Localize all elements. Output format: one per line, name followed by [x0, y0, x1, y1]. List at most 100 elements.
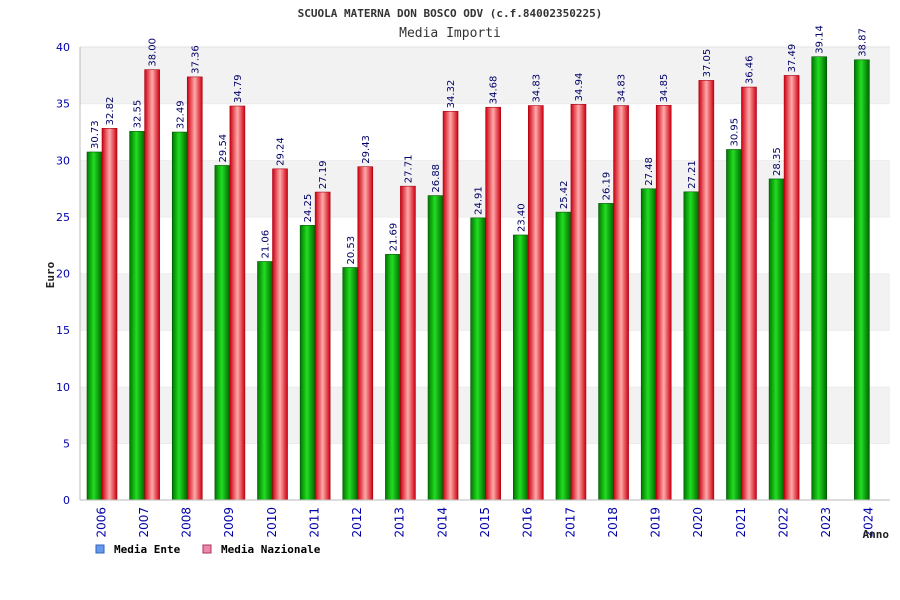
bar-media-ente-2011 — [299, 225, 316, 501]
data-label-media-nazionale-2019: 34.85 — [659, 74, 670, 103]
data-label-media-nazionale-2009: 34.79 — [233, 74, 244, 103]
data-label-media-ente-2013: 21.69 — [388, 223, 399, 252]
bar-media-ente-2008 — [171, 131, 188, 501]
bar-media-nazionale-2011 — [314, 191, 331, 501]
legend: Media Ente Media Nazionale — [95, 543, 321, 556]
y-axis-label: Euro — [44, 261, 57, 288]
bar-media-nazionale-2020 — [698, 80, 715, 501]
data-label-media-ente-2023: 39.14 — [815, 25, 826, 54]
legend-swatch-media-nazionale — [202, 544, 212, 554]
data-label-media-nazionale-2021: 36.46 — [744, 55, 755, 84]
data-label-media-nazionale-2014: 34.32 — [446, 80, 457, 109]
data-label-media-ente-2016: 23.40 — [516, 203, 527, 232]
x-tick-label-2021: 2021 — [734, 507, 748, 538]
data-label-media-nazionale-2018: 34.83 — [617, 74, 628, 103]
bar-media-ente-2007 — [129, 131, 145, 501]
bar-media-nazionale-2009 — [229, 105, 246, 501]
data-label-media-ente-2024: 38.87 — [857, 28, 868, 57]
x-tick-label-2006: 2006 — [94, 507, 108, 538]
data-label-media-nazionale-2016: 34.83 — [531, 74, 542, 103]
data-label-media-ente-2017: 25.42 — [559, 180, 570, 209]
bar-media-nazionale-2014 — [442, 111, 459, 501]
data-label-media-nazionale-2006: 32.82 — [105, 97, 116, 126]
legend-swatch-media-ente — [95, 544, 105, 554]
bar-media-ente-2024 — [854, 59, 870, 501]
data-label-media-ente-2011: 24.25 — [303, 194, 314, 223]
y-tick-label: 10 — [56, 381, 70, 394]
x-tick-label-2019: 2019 — [649, 507, 663, 538]
data-label-media-ente-2020: 27.21 — [687, 160, 698, 189]
data-label-media-nazionale-2010: 29.24 — [276, 137, 287, 166]
bar-media-nazionale-2016 — [528, 105, 544, 501]
x-tick-label-2008: 2008 — [180, 507, 194, 538]
data-label-media-ente-2019: 27.48 — [644, 157, 655, 186]
data-label-media-ente-2022: 28.35 — [772, 147, 783, 176]
bar-media-ente-2015 — [470, 217, 486, 501]
y-axis-ticks: 0 5 10 15 20 25 30 35 40 — [56, 41, 70, 507]
bar-media-nazionale-2006 — [101, 128, 118, 501]
legend-label-media-nazionale: Media Nazionale — [221, 543, 321, 556]
bar-media-nazionale-2017 — [570, 104, 587, 501]
bar-media-nazionale-2019 — [655, 105, 672, 501]
x-tick-label-2012: 2012 — [350, 507, 364, 538]
bar-media-nazionale-2008 — [186, 76, 203, 501]
y-tick-label: 0 — [63, 494, 70, 507]
bar-media-nazionale-2022 — [783, 75, 800, 501]
bar-media-nazionale-2018 — [613, 105, 629, 501]
y-tick-label: 30 — [56, 154, 70, 167]
data-label-media-ente-2012: 20.53 — [346, 236, 357, 265]
data-label-media-ente-2014: 26.88 — [431, 164, 442, 193]
data-label-media-nazionale-2011: 27.19 — [318, 160, 329, 189]
x-tick-label-2013: 2013 — [393, 507, 407, 538]
legend-label-media-ente: Media Ente — [114, 543, 181, 556]
bar-media-ente-2016 — [513, 234, 529, 501]
chart-subtitle: Media Importi — [399, 26, 501, 41]
x-tick-label-2016: 2016 — [521, 507, 535, 538]
y-tick-label: 35 — [56, 98, 70, 111]
y-tick-label: 40 — [56, 41, 70, 54]
data-label-media-nazionale-2022: 37.49 — [787, 44, 798, 73]
y-tick-label: 15 — [56, 324, 70, 337]
data-label-media-ente-2009: 29.54 — [218, 134, 229, 163]
chart-title: SCUOLA MATERNA DON BOSCO ODV (c.f.840023… — [298, 7, 603, 20]
bar-media-ente-2006 — [86, 151, 103, 501]
data-label-media-nazionale-2012: 29.43 — [361, 135, 372, 164]
bars — [86, 56, 870, 501]
bar-media-nazionale-2021 — [741, 86, 757, 501]
bar-media-nazionale-2013 — [400, 185, 416, 501]
bar-media-ente-2013 — [385, 254, 401, 501]
bar-media-nazionale-2015 — [485, 106, 501, 501]
bar-media-nazionale-2007 — [144, 69, 160, 501]
bar-media-ente-2023 — [811, 56, 828, 501]
y-tick-label: 5 — [63, 437, 70, 450]
data-label-media-nazionale-2013: 27.71 — [403, 155, 414, 184]
y-tick-label: 25 — [56, 211, 70, 224]
bar-media-ente-2022 — [768, 178, 785, 501]
bar-media-ente-2012 — [342, 267, 359, 501]
bar-media-ente-2021 — [726, 149, 742, 501]
data-labels: 30.73 32.82 32.55 38.00 32.49 37.36 29.54 34.79… — [90, 25, 868, 264]
data-label-media-ente-2010: 21.06 — [261, 230, 272, 259]
x-tick-label-2022: 2022 — [776, 507, 790, 538]
x-axis-label: Anno — [863, 528, 890, 541]
bar-media-ente-2020 — [683, 191, 700, 501]
data-label-media-ente-2015: 24.91 — [474, 186, 485, 215]
x-tick-label-2009: 2009 — [222, 507, 236, 538]
bar-media-ente-2009 — [214, 165, 231, 501]
data-label-media-ente-2018: 26.19 — [602, 172, 613, 201]
data-label-media-ente-2006: 30.73 — [90, 120, 101, 149]
x-tick-label-2020: 2020 — [691, 507, 705, 538]
bar-media-nazionale-2010 — [272, 168, 288, 501]
data-label-media-nazionale-2020: 37.05 — [702, 49, 713, 78]
bar-media-ente-2019 — [640, 188, 657, 501]
x-tick-label-2007: 2007 — [137, 507, 151, 538]
data-label-media-ente-2007: 32.55 — [133, 100, 144, 129]
data-label-media-nazionale-2015: 34.68 — [489, 76, 500, 105]
data-label-media-nazionale-2007: 38.00 — [148, 38, 159, 67]
data-label-media-ente-2008: 32.49 — [175, 100, 186, 129]
bar-media-nazionale-2012 — [357, 166, 374, 501]
x-tick-label-2015: 2015 — [478, 507, 492, 538]
x-axis-ticks: 2006 2007 2008 2009 2010 2011 2012 2013 2014 2015… — [94, 507, 875, 538]
x-tick-label-2011: 2011 — [307, 507, 321, 538]
